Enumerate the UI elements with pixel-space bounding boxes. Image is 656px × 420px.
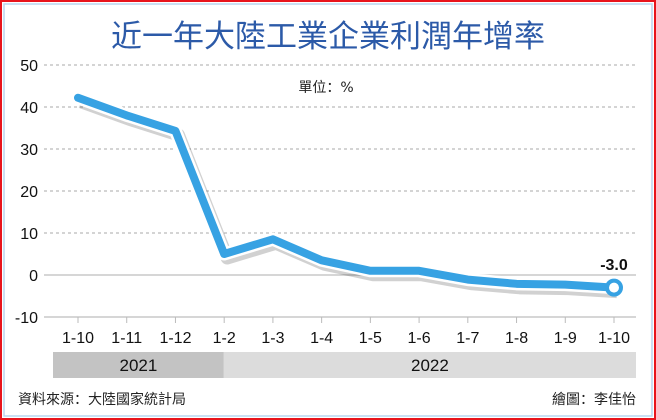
credit-note: 繪圖：李佳怡 bbox=[552, 391, 636, 408]
y-tick-label: 40 bbox=[20, 100, 38, 117]
data-point bbox=[320, 259, 323, 262]
y-tick-label: 0 bbox=[29, 268, 38, 285]
x-tick-label: 1-8 bbox=[505, 330, 528, 347]
x-tick-label: 1-6 bbox=[408, 330, 431, 347]
x-tick-label: 1-5 bbox=[359, 330, 382, 347]
y-tick-label: 10 bbox=[20, 226, 38, 243]
x-tick-label: 1-10 bbox=[62, 330, 94, 347]
x-tick-label: 1-2 bbox=[213, 330, 236, 347]
data-label-last: -3.0 bbox=[600, 257, 628, 274]
source-note: 資料來源：大陸國家統計局 bbox=[18, 391, 186, 408]
data-point bbox=[369, 269, 372, 272]
last-point-marker bbox=[605, 278, 623, 297]
unit-label: 單位：% bbox=[298, 80, 353, 96]
data-point bbox=[77, 96, 79, 99]
data-point bbox=[466, 278, 469, 281]
x-tick-label: 1-3 bbox=[261, 330, 284, 347]
data-point bbox=[564, 283, 567, 286]
y-tick-label: 30 bbox=[20, 142, 38, 159]
y-tick-label: 20 bbox=[20, 184, 38, 201]
y-tick-label: 50 bbox=[20, 58, 38, 75]
series-line bbox=[74, 93, 618, 292]
y-tick-label: -10 bbox=[15, 310, 38, 327]
x-tick-label: 1-4 bbox=[310, 330, 333, 347]
year-band-2022 bbox=[223, 352, 636, 378]
data-point bbox=[125, 114, 128, 117]
data-point bbox=[271, 238, 274, 241]
data-point bbox=[223, 253, 226, 255]
data-point bbox=[515, 282, 518, 285]
year-band-2021 bbox=[53, 352, 224, 378]
year-label: 2021 bbox=[119, 356, 157, 375]
x-tick-label: 1-10 bbox=[598, 330, 630, 347]
x-tick-label: 1-12 bbox=[159, 330, 191, 347]
chart-title: 近一年大陸工業企業利潤年增率 bbox=[111, 19, 545, 55]
year-label: 2022 bbox=[411, 356, 449, 375]
x-tick-label: 1-9 bbox=[554, 330, 577, 347]
data-point bbox=[418, 269, 421, 272]
data-point bbox=[174, 129, 177, 132]
inner-frame bbox=[3, 3, 653, 417]
x-tick-label: 1-7 bbox=[456, 330, 479, 347]
x-tick-label: 1-11 bbox=[111, 330, 142, 347]
